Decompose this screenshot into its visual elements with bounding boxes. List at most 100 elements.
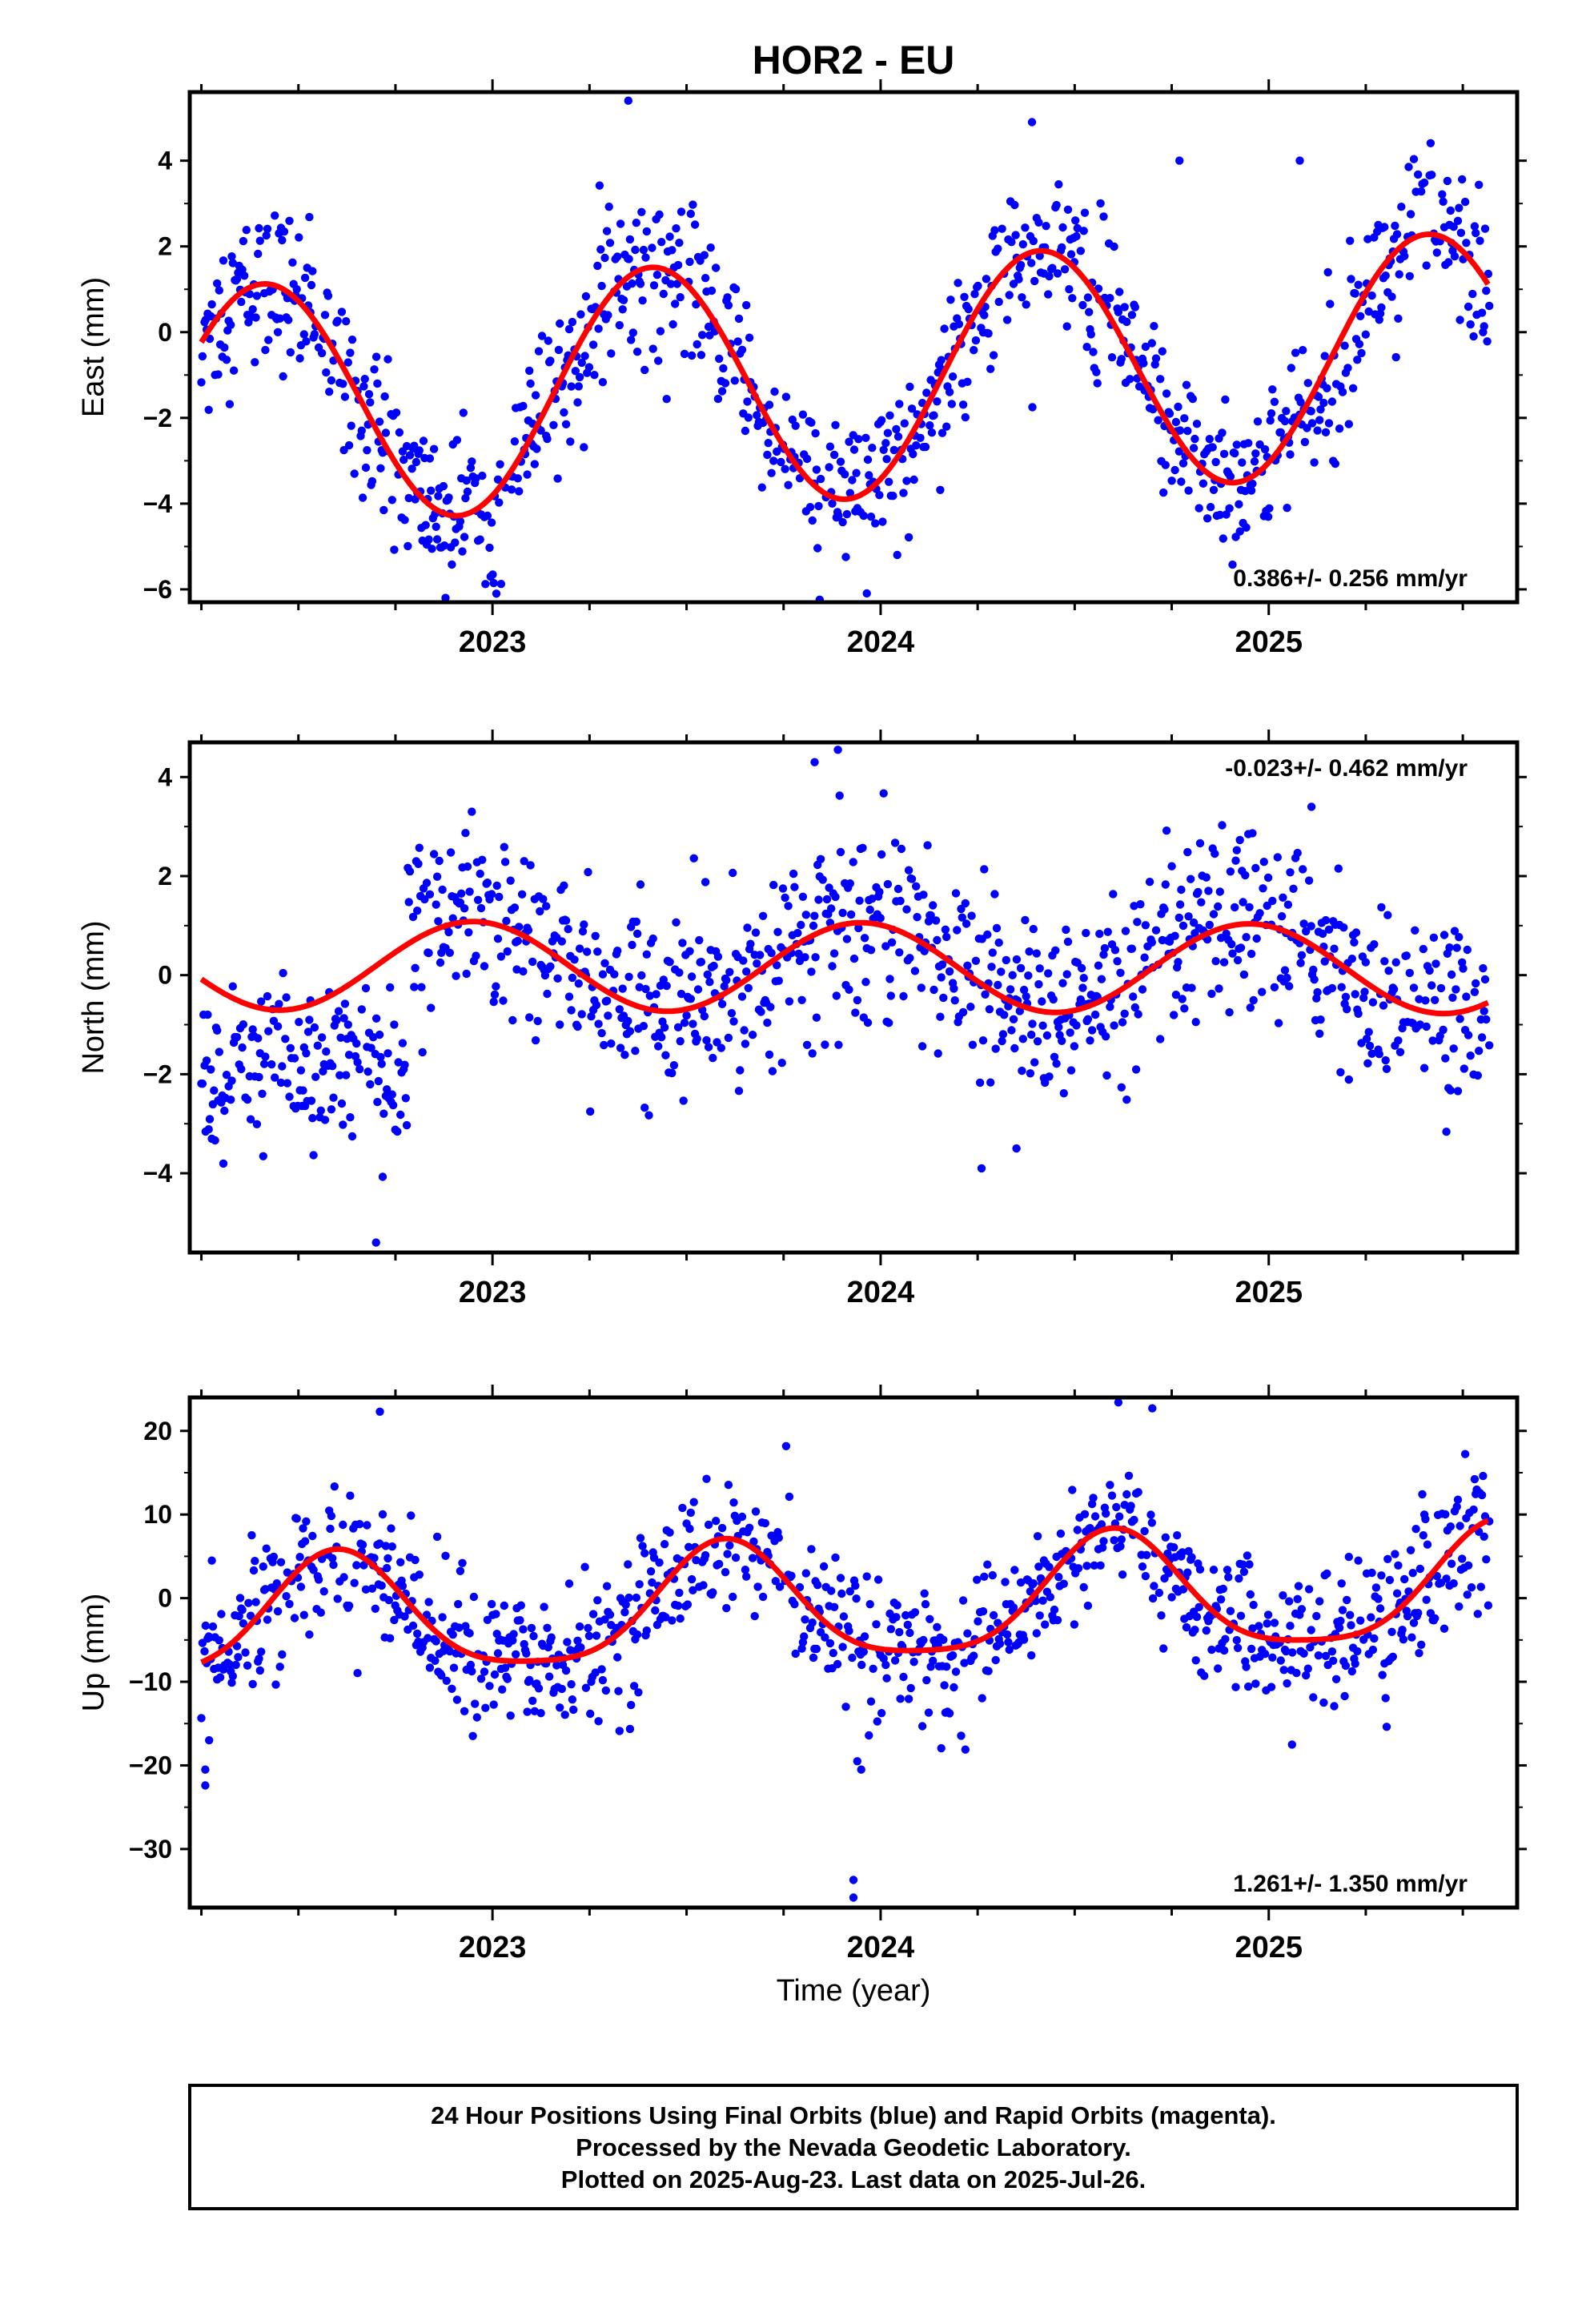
data-point	[624, 1016, 632, 1026]
data-point	[561, 420, 571, 428]
footer-line-1: 24 Hour Positions Using Final Orbits (bl…	[431, 2101, 1276, 2129]
data-point	[329, 1560, 338, 1570]
data-point	[525, 1675, 534, 1684]
data-point	[958, 913, 967, 922]
data-point	[968, 1040, 978, 1049]
data-point	[1083, 1601, 1093, 1610]
data-point	[1456, 316, 1464, 324]
data-point	[1306, 1642, 1315, 1652]
data-point	[1479, 963, 1488, 973]
data-point	[352, 1039, 361, 1048]
data-point	[1133, 918, 1142, 927]
data-point	[396, 1110, 405, 1120]
data-point	[259, 1152, 267, 1161]
data-point	[452, 1695, 462, 1704]
data-point	[499, 996, 508, 1005]
data-point	[1195, 1565, 1205, 1574]
data-point	[636, 880, 645, 889]
data-point	[327, 1511, 336, 1521]
data-point	[1054, 1573, 1063, 1582]
y-tick-label: 10	[143, 1500, 172, 1529]
data-point	[380, 392, 389, 401]
data-point	[363, 446, 371, 455]
data-point	[1380, 223, 1389, 231]
data-point	[1381, 1055, 1390, 1065]
data-point	[383, 1563, 391, 1573]
data-point	[1368, 1645, 1378, 1655]
data-point	[556, 319, 564, 328]
data-point	[848, 476, 857, 485]
data-point	[204, 405, 213, 414]
data-point	[620, 1608, 629, 1617]
data-point	[198, 1080, 207, 1088]
data-point	[326, 1524, 335, 1534]
data-point	[702, 1035, 711, 1045]
data-point	[1122, 1096, 1131, 1104]
data-point	[686, 1508, 695, 1518]
data-point	[407, 1511, 416, 1520]
data-point	[896, 1695, 905, 1703]
data-point	[573, 398, 582, 407]
data-point	[1099, 1537, 1108, 1546]
data-point	[1339, 923, 1348, 932]
data-point	[950, 1683, 958, 1692]
data-point	[1028, 403, 1037, 412]
data-point	[483, 511, 492, 521]
data-point	[1045, 1562, 1054, 1572]
data-point	[1079, 974, 1088, 983]
data-point	[902, 905, 911, 914]
data-point	[515, 923, 524, 931]
data-point	[866, 1697, 876, 1706]
data-point	[960, 292, 969, 301]
data-point	[988, 948, 998, 957]
data-point	[984, 329, 993, 338]
data-point-outlier	[1012, 1144, 1021, 1153]
data-point	[232, 1032, 242, 1042]
data-point	[676, 1614, 685, 1623]
data-point	[1267, 409, 1276, 418]
data-point	[334, 1007, 343, 1015]
data-point	[871, 519, 880, 528]
data-point	[1122, 317, 1131, 327]
data-point	[1255, 1622, 1263, 1630]
data-point	[1279, 893, 1287, 903]
data-point	[286, 1043, 295, 1053]
data-point	[489, 1700, 498, 1709]
data-point	[753, 411, 761, 420]
data-point	[496, 580, 506, 589]
data-point	[319, 1067, 327, 1076]
data-point	[446, 848, 456, 857]
data-point-outlier	[810, 758, 819, 766]
data-point	[1450, 927, 1460, 935]
data-point	[604, 203, 613, 211]
data-point	[1327, 397, 1337, 406]
data-point	[352, 1561, 361, 1570]
data-point	[798, 410, 808, 419]
data-point	[432, 872, 442, 881]
data-point	[419, 436, 428, 445]
data-point	[1302, 1671, 1311, 1680]
data-point	[615, 1727, 624, 1735]
data-point	[237, 1064, 246, 1074]
data-point	[387, 1524, 396, 1533]
data-point	[1035, 964, 1044, 973]
data-point	[452, 971, 460, 980]
data-point	[1226, 472, 1235, 481]
data-point	[215, 1636, 223, 1645]
data-point	[490, 1670, 500, 1679]
data-point	[510, 437, 520, 446]
data-point	[842, 509, 852, 519]
data-point	[661, 1613, 670, 1622]
data-point	[359, 1561, 368, 1570]
data-point	[1375, 1604, 1385, 1613]
data-point	[510, 903, 520, 912]
data-point	[865, 905, 874, 915]
data-point	[1226, 867, 1235, 876]
data-point	[743, 397, 752, 406]
data-point	[1235, 1574, 1243, 1583]
data-point	[560, 1711, 569, 1719]
data-point	[882, 455, 891, 464]
data-point	[415, 1570, 424, 1579]
data-point	[239, 236, 248, 246]
data-point	[654, 356, 663, 365]
